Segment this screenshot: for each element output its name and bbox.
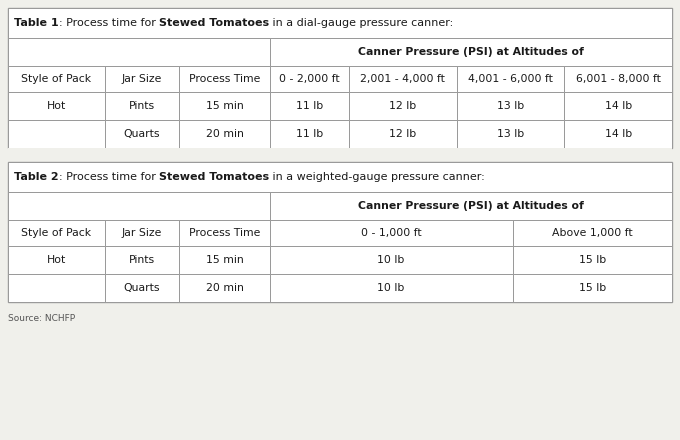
Text: Table 2: Table 2 bbox=[14, 172, 58, 182]
Bar bbox=[270, 66, 349, 92]
Bar bbox=[456, 66, 564, 92]
Bar bbox=[8, 38, 270, 66]
Text: 4,001 - 6,000 ft: 4,001 - 6,000 ft bbox=[468, 74, 553, 84]
Text: Stewed Tomatoes: Stewed Tomatoes bbox=[159, 172, 269, 182]
Bar bbox=[8, 120, 105, 148]
Text: Pints: Pints bbox=[129, 101, 155, 111]
Text: : Process time for: : Process time for bbox=[58, 18, 159, 28]
Text: 15 lb: 15 lb bbox=[579, 283, 606, 293]
Text: Process Time: Process Time bbox=[189, 74, 260, 84]
Text: 11 lb: 11 lb bbox=[296, 129, 323, 139]
Bar bbox=[8, 246, 105, 274]
Text: 20 min: 20 min bbox=[205, 283, 243, 293]
Bar bbox=[8, 162, 672, 192]
Bar bbox=[105, 220, 180, 246]
Bar bbox=[270, 274, 513, 302]
Bar bbox=[8, 8, 672, 38]
Bar bbox=[8, 274, 105, 302]
Bar bbox=[513, 274, 672, 302]
Text: 10 lb: 10 lb bbox=[377, 255, 405, 265]
Bar bbox=[8, 148, 672, 162]
Text: 12 lb: 12 lb bbox=[389, 129, 416, 139]
Text: 14 lb: 14 lb bbox=[605, 101, 632, 111]
Bar bbox=[180, 246, 270, 274]
Bar bbox=[105, 274, 180, 302]
Bar bbox=[513, 220, 672, 246]
Bar bbox=[8, 162, 672, 302]
Text: 2,001 - 4,000 ft: 2,001 - 4,000 ft bbox=[360, 74, 445, 84]
Text: 0 - 2,000 ft: 0 - 2,000 ft bbox=[279, 74, 339, 84]
Text: 0 - 1,000 ft: 0 - 1,000 ft bbox=[361, 228, 422, 238]
Bar bbox=[180, 220, 270, 246]
Bar bbox=[456, 92, 564, 120]
Bar bbox=[180, 120, 270, 148]
Text: Source: NCHFP: Source: NCHFP bbox=[8, 313, 75, 323]
Text: 14 lb: 14 lb bbox=[605, 129, 632, 139]
Text: Stewed Tomatoes: Stewed Tomatoes bbox=[159, 18, 269, 28]
Text: 6,001 - 8,000 ft: 6,001 - 8,000 ft bbox=[576, 74, 660, 84]
Bar bbox=[180, 66, 270, 92]
Bar bbox=[8, 220, 105, 246]
Text: 12 lb: 12 lb bbox=[389, 101, 416, 111]
Text: 10 lb: 10 lb bbox=[377, 283, 405, 293]
Text: in a weighted-gauge pressure canner:: in a weighted-gauge pressure canner: bbox=[269, 172, 485, 182]
Text: Above 1,000 ft: Above 1,000 ft bbox=[552, 228, 632, 238]
Text: Quarts: Quarts bbox=[124, 129, 160, 139]
Text: 11 lb: 11 lb bbox=[296, 101, 323, 111]
Bar bbox=[564, 66, 672, 92]
Bar bbox=[8, 8, 672, 148]
Bar bbox=[270, 192, 672, 220]
Bar bbox=[105, 120, 180, 148]
Text: Hot: Hot bbox=[47, 101, 66, 111]
Text: 15 lb: 15 lb bbox=[579, 255, 606, 265]
Bar bbox=[349, 120, 456, 148]
Text: Table 1: Table 1 bbox=[14, 18, 58, 28]
Bar bbox=[180, 92, 270, 120]
Bar bbox=[180, 274, 270, 302]
Text: Canner Pressure (PSI) at Altitudes of: Canner Pressure (PSI) at Altitudes of bbox=[358, 201, 583, 211]
Text: 15 min: 15 min bbox=[205, 101, 243, 111]
Text: 13 lb: 13 lb bbox=[497, 129, 524, 139]
Text: : Process time for: : Process time for bbox=[58, 172, 159, 182]
Bar bbox=[564, 92, 672, 120]
Bar bbox=[105, 66, 180, 92]
Bar bbox=[8, 92, 105, 120]
Text: Process Time: Process Time bbox=[189, 228, 260, 238]
Bar bbox=[8, 66, 105, 92]
Text: 20 min: 20 min bbox=[205, 129, 243, 139]
Text: 15 min: 15 min bbox=[205, 255, 243, 265]
Bar bbox=[456, 120, 564, 148]
Bar bbox=[270, 246, 513, 274]
Bar bbox=[270, 38, 672, 66]
Bar bbox=[564, 120, 672, 148]
Bar bbox=[349, 92, 456, 120]
Text: Jar Size: Jar Size bbox=[122, 228, 163, 238]
Bar bbox=[270, 92, 349, 120]
Text: Style of Pack: Style of Pack bbox=[21, 74, 91, 84]
Bar bbox=[349, 66, 456, 92]
Bar bbox=[513, 246, 672, 274]
Text: Canner Pressure (PSI) at Altitudes of: Canner Pressure (PSI) at Altitudes of bbox=[358, 47, 583, 57]
Text: Pints: Pints bbox=[129, 255, 155, 265]
Bar bbox=[105, 246, 180, 274]
Bar bbox=[105, 92, 180, 120]
Text: Hot: Hot bbox=[47, 255, 66, 265]
Text: Style of Pack: Style of Pack bbox=[21, 228, 91, 238]
Text: 13 lb: 13 lb bbox=[497, 101, 524, 111]
Bar bbox=[8, 192, 270, 220]
Text: in a dial-gauge pressure canner:: in a dial-gauge pressure canner: bbox=[269, 18, 454, 28]
Text: Jar Size: Jar Size bbox=[122, 74, 163, 84]
Bar bbox=[270, 120, 349, 148]
Text: Quarts: Quarts bbox=[124, 283, 160, 293]
Bar bbox=[270, 220, 513, 246]
